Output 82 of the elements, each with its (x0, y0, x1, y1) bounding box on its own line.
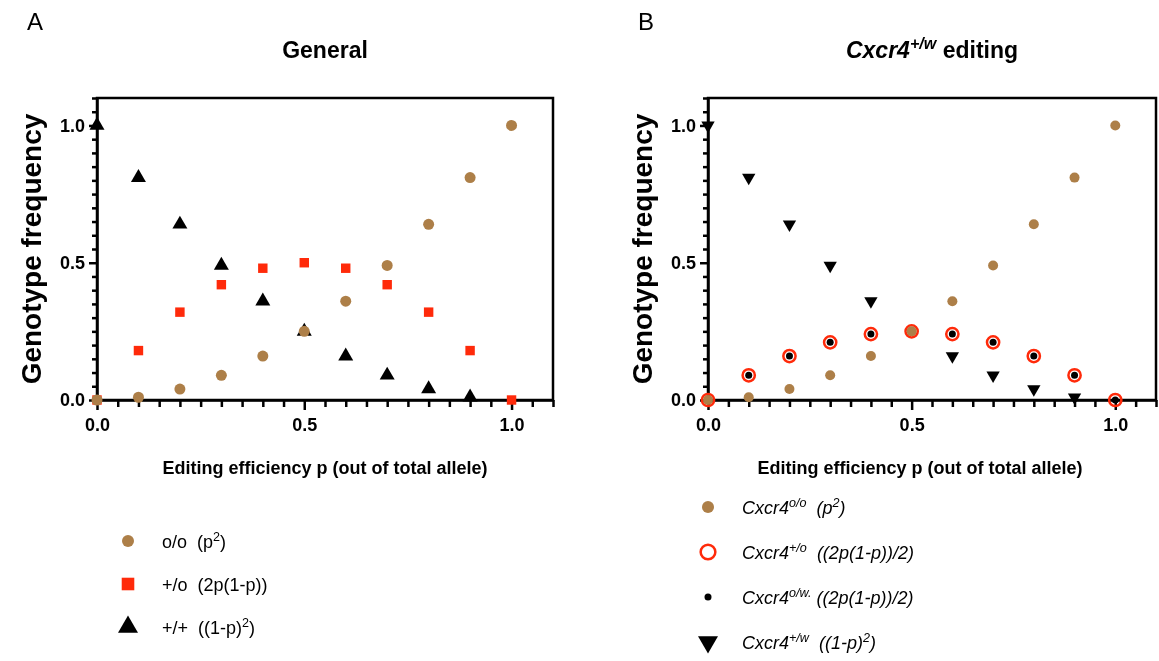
x-tick-label: 1.0 (499, 414, 525, 435)
point (823, 261, 837, 274)
legend-label: o/o (p$^{2}$) (162, 530, 227, 552)
point (1110, 120, 1121, 131)
point (865, 351, 876, 362)
point (338, 347, 354, 361)
point (1067, 393, 1082, 405)
point (464, 172, 476, 184)
point (462, 388, 478, 402)
point (506, 119, 518, 131)
legend-label: Cxcr4$^{o/o}$ (p$^{2}$) (742, 496, 846, 518)
point (258, 263, 268, 273)
point (340, 295, 352, 307)
point (423, 218, 435, 230)
legend-label: Cxcr4$^{o/w.}$ ((2p(1-p))/2) (742, 586, 914, 608)
text: B (638, 8, 655, 35)
x-tick-label: 0.5 (899, 414, 925, 435)
point (506, 395, 517, 405)
point (381, 259, 393, 271)
point (215, 369, 227, 381)
x-axis-title: Editing efficiency p (out of total allele) (162, 458, 488, 478)
point (864, 297, 878, 309)
x-tick-label: 0.0 (695, 414, 722, 435)
point (1026, 348, 1042, 364)
y-tick-label: 1.0 (670, 115, 696, 136)
point (382, 279, 392, 290)
point (822, 334, 838, 350)
point (216, 279, 227, 290)
y-tick-label: 0.5 (670, 252, 696, 273)
chart-title: General (282, 37, 368, 63)
point (174, 383, 186, 395)
point (741, 367, 757, 383)
legend-label: Cxcr4$^{+/w}$ ((1-p)$^{2}$) (742, 631, 876, 653)
point (1069, 172, 1080, 183)
point (825, 370, 836, 381)
x-axis-title: Editing efficiency p (out of total allele) (757, 458, 1083, 478)
point (985, 334, 1001, 350)
point (1028, 219, 1039, 230)
point (742, 173, 756, 186)
y-tick-label: 1.0 (59, 115, 85, 136)
x-tick-label: 0.5 (292, 414, 318, 435)
point (988, 260, 999, 271)
point (1067, 367, 1082, 383)
x-tick-label: 0.0 (84, 414, 111, 435)
x-tick-label: 1.0 (1103, 414, 1129, 435)
chart-title: Cxcr4$^{+/w}$ editing (845, 34, 1019, 63)
point (701, 121, 715, 134)
text: A (27, 8, 44, 35)
point (132, 391, 144, 403)
point (341, 263, 351, 273)
point (379, 366, 395, 380)
point (421, 380, 437, 394)
point (175, 307, 185, 317)
point (782, 220, 797, 232)
point (172, 215, 188, 229)
point (784, 384, 795, 395)
point (782, 348, 797, 364)
point (130, 168, 146, 182)
point (945, 352, 960, 364)
point (986, 371, 1000, 383)
point (213, 256, 229, 270)
point (89, 116, 105, 130)
point (255, 292, 271, 306)
point (257, 350, 269, 362)
point (299, 258, 309, 268)
point (423, 307, 434, 317)
point (1027, 385, 1041, 397)
point (743, 392, 754, 403)
legend-label: Cxcr4$^{+/o}$ ((2p(1-p))/2) (742, 541, 914, 563)
y-axis-title: Genotype frequency (627, 113, 658, 385)
point (944, 326, 960, 342)
y-tick-label: 0.0 (670, 390, 696, 411)
legend-label: +/+ ((1-p)$^{2}$) (162, 616, 256, 638)
point (133, 345, 144, 356)
point (947, 296, 958, 307)
point (1107, 392, 1123, 408)
y-tick-label: 0.0 (59, 390, 85, 411)
legend-label: +/o (2p(1-p)) (162, 575, 268, 595)
point (465, 345, 475, 356)
y-tick-label: 0.5 (59, 252, 85, 273)
y-axis-title: Genotype frequency (16, 113, 47, 385)
point (863, 326, 879, 342)
